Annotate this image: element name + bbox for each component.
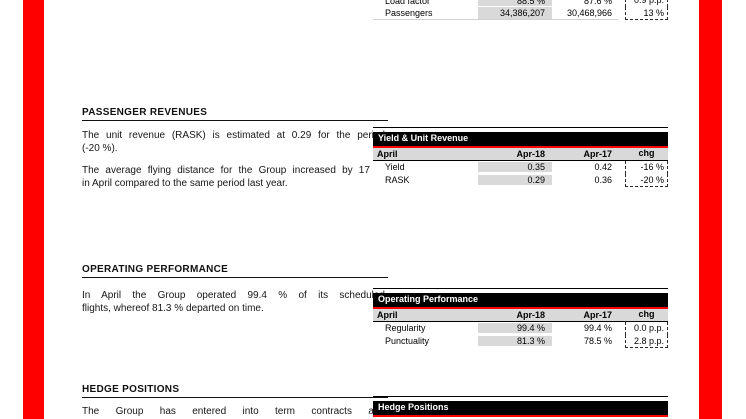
cell-apr18: 0.35	[478, 162, 552, 172]
table-header-row: April Apr-18 Apr-17 chg	[373, 147, 668, 161]
cell-apr17: 78.5 %	[583, 336, 612, 346]
cell-chg: 2.8 p.p.	[625, 334, 668, 348]
right-red-bar	[699, 0, 722, 419]
col-apr17: Apr-17	[583, 309, 612, 320]
col-april: April	[377, 309, 398, 320]
cell-apr17: 0.36	[594, 175, 612, 185]
col-apr18: Apr-18	[516, 148, 545, 159]
paragraph-line: In April the Group operated 99.4 % of it…	[82, 290, 385, 301]
col-apr18: Apr-18	[516, 309, 545, 320]
paragraph-line: The unit revenue (RASK) is estimated at …	[82, 130, 385, 141]
table-row: RASK 0.29 0.36 -20 %	[373, 173, 668, 187]
cell-apr17: 30,468,966	[552, 7, 618, 20]
table-row: Punctuality 81.3 % 78.5 % 2.8 p.p.	[373, 334, 668, 348]
col-april: April	[377, 148, 398, 159]
col-chg: chg	[638, 148, 655, 158]
table-title-bar: Operating Performance	[373, 293, 668, 309]
paragraph-line: (-20 %).	[82, 142, 118, 154]
cell-chg: -20 %	[625, 173, 668, 187]
paragraph-line: The Group has entered into term contract…	[82, 406, 385, 417]
cell-chg: -16 %	[625, 160, 668, 174]
cell-label: Passengers	[373, 7, 478, 20]
section-heading-operating-performance: OPERATING PERFORMANCE	[82, 264, 388, 278]
hedge-positions-table: Hedge Positions	[373, 396, 668, 417]
cell-apr18: 99.4 %	[478, 323, 552, 333]
table-row: Yield 0.35 0.42 -16 %	[373, 160, 668, 174]
cell-chg: 0.9 p.p.	[625, 0, 668, 7]
table-title-bar: Hedge Positions	[373, 401, 668, 417]
paragraph: The unit revenue (RASK) is estimated at …	[82, 130, 385, 155]
table-top-rule	[373, 127, 668, 128]
cell-apr18: 81.3 %	[478, 336, 552, 346]
paragraph-line: flights, whereof 81.3 % departed on time…	[82, 302, 264, 314]
table-row: Passengers 34,386,207 30,468,966 13 %	[373, 7, 668, 20]
table-header-row: April Apr-18 Apr-17 chg	[373, 308, 668, 322]
operating-performance-table: Operating Performance April Apr-18 Apr-1…	[373, 288, 668, 348]
left-red-bar	[23, 0, 44, 419]
col-chg: chg	[638, 309, 655, 319]
section-heading-hedge-positions: HEDGE POSITIONS	[82, 384, 388, 398]
table-row: Regularity 99.4 % 99.4 % 0.0 p.p.	[373, 321, 668, 335]
cell-apr17: 0.42	[594, 162, 612, 172]
col-apr17: Apr-17	[583, 148, 612, 159]
cell-chg: 0.0 p.p.	[625, 321, 668, 335]
table-top-rule	[373, 396, 668, 397]
cell-apr18: 0.29	[478, 175, 552, 185]
cell-apr17: 99.4 %	[583, 323, 612, 333]
table-title-bar: Yield & Unit Revenue	[373, 132, 668, 148]
cell-label: Regularity	[385, 323, 426, 333]
cell-apr18: 34,386,207	[478, 7, 552, 20]
traffic-table-partial: Load factor 88.5 % 87.6 % 0.9 p.p. Passe…	[373, 0, 668, 20]
paragraph-line: in April compared to the same period las…	[82, 177, 288, 189]
paragraph: In April the Group operated 99.4 % of it…	[82, 290, 385, 315]
cell-chg: 13 %	[625, 7, 668, 20]
cell-label: Punctuality	[385, 336, 430, 346]
table-top-rule	[373, 288, 668, 289]
yield-unit-revenue-table: Yield & Unit Revenue April Apr-18 Apr-17…	[373, 127, 668, 187]
cell-apr17: 87.6 %	[583, 0, 612, 6]
paragraph: The average flying distance for the Grou…	[82, 165, 385, 190]
paragraph-line: The average flying distance for the Grou…	[82, 165, 385, 176]
cell-label: Load factor	[385, 0, 431, 6]
section-heading-passenger-revenues: PASSENGER REVENUES	[82, 107, 388, 121]
cell-label: RASK	[385, 175, 410, 185]
table-row: Load factor 88.5 % 87.6 % 0.9 p.p.	[373, 0, 668, 7]
paragraph: The Group has entered into term contract…	[82, 406, 385, 419]
cell-apr18: 88.5 %	[478, 0, 552, 6]
cell-label: Yield	[385, 162, 405, 172]
